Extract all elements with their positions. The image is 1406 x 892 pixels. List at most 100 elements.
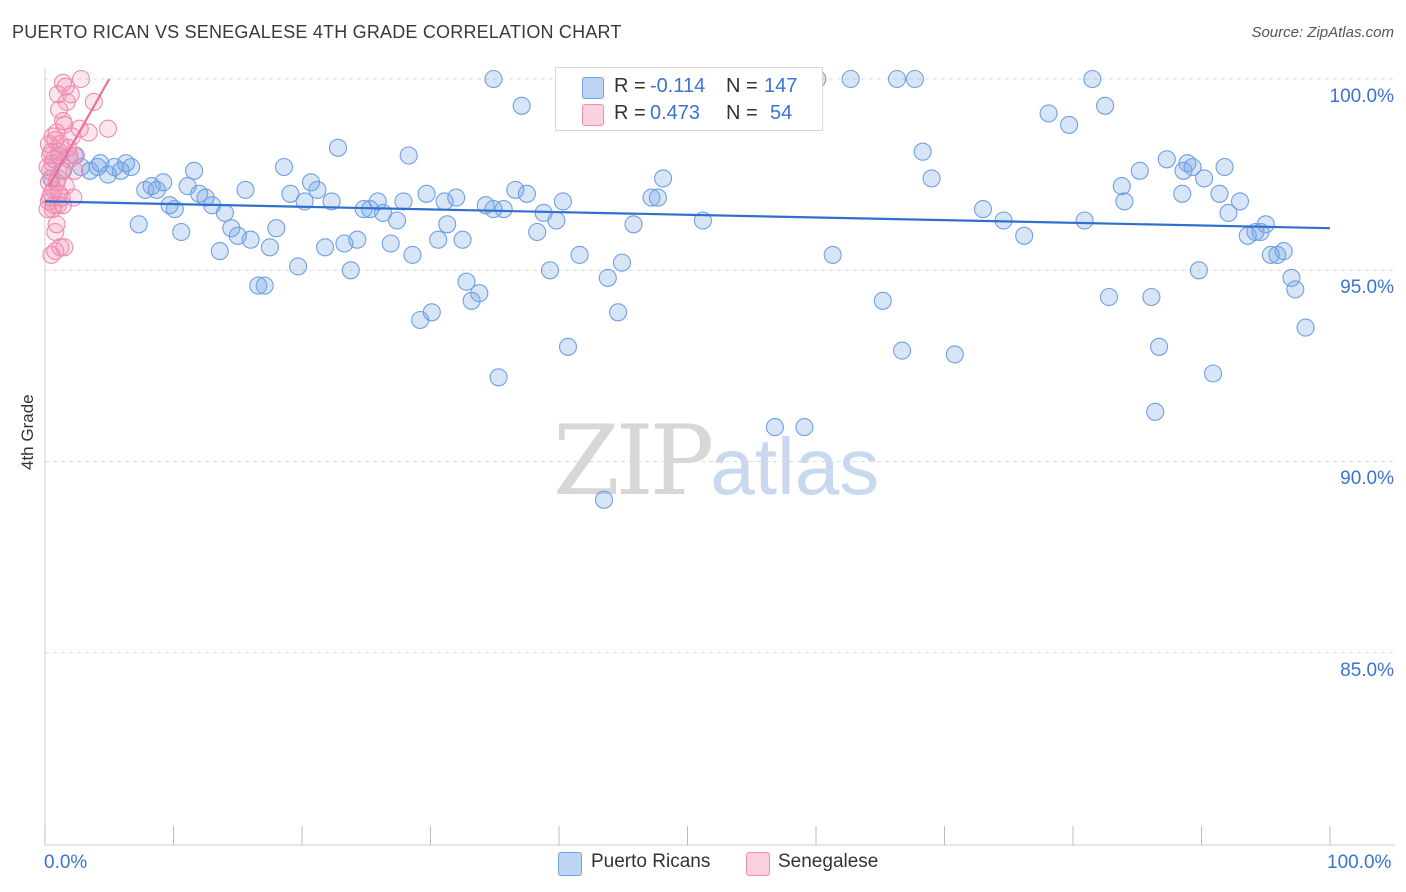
point-puerto-rican-139 <box>1274 242 1293 261</box>
point-puerto-rican-73 <box>506 180 525 199</box>
point-puerto-rican-31 <box>241 230 260 249</box>
point-puerto-rican-126 <box>1189 261 1208 280</box>
source-label: Source: ZipAtlas.com <box>1251 24 1394 41</box>
point-puerto-rican-111 <box>1075 211 1094 230</box>
r-value: 0.473 <box>650 102 701 124</box>
trend-lines <box>44 78 1331 230</box>
point-puerto-rican-30 <box>236 180 255 199</box>
point-puerto-rican-36 <box>274 157 294 177</box>
point-puerto-rican-110 <box>1060 115 1079 134</box>
point-senegalese-51 <box>47 215 66 234</box>
watermark: ZIPatlas <box>553 405 879 517</box>
point-puerto-rican-63 <box>447 188 466 207</box>
point-puerto-rican-114 <box>1099 287 1119 307</box>
point-puerto-rican-104 <box>922 169 941 188</box>
point-puerto-rican-74 <box>512 96 531 115</box>
point-puerto-rican-12 <box>122 157 141 177</box>
point-senegalese-40 <box>42 245 61 264</box>
point-puerto-rican-60 <box>429 230 448 249</box>
point-puerto-rican-67 <box>470 284 489 303</box>
point-puerto-rican-140 <box>1282 268 1301 287</box>
point-puerto-rican-101 <box>893 341 912 360</box>
point-puerto-rican-141 <box>1286 280 1305 299</box>
n-value: 54 <box>770 102 793 124</box>
point-puerto-rican-40 <box>301 173 321 192</box>
point-puerto-rican-128 <box>1204 364 1223 383</box>
y-tick-label-95: 95.0% <box>1340 277 1394 298</box>
point-senegalese-30 <box>61 85 80 104</box>
point-puerto-rican-41 <box>308 180 327 199</box>
point-puerto-rican-142 <box>1296 318 1315 337</box>
point-puerto-rican-121 <box>1157 150 1176 169</box>
point-puerto-rican-113 <box>1096 96 1115 115</box>
point-puerto-rican-99 <box>873 291 892 310</box>
r-label: R = <box>614 75 646 97</box>
point-puerto-rican-28 <box>222 219 241 238</box>
y-tick-label-90: 90.0% <box>1340 468 1394 489</box>
point-puerto-rican-32 <box>249 276 268 295</box>
point-puerto-rican-26 <box>210 242 229 261</box>
point-puerto-rican-83 <box>594 490 614 509</box>
point-senegalese-14 <box>47 123 66 142</box>
point-puerto-rican-54 <box>394 192 413 211</box>
legend-label: Puerto Ricans <box>591 851 711 872</box>
point-puerto-rican-58 <box>417 184 436 203</box>
point-puerto-rican-44 <box>328 138 348 157</box>
y-tick-label-100: 100.0% <box>1329 86 1394 107</box>
legend-label: Senegalese <box>778 851 879 872</box>
n-label: N = <box>726 102 758 124</box>
point-senegalese-46 <box>41 146 60 165</box>
point-puerto-rican-64 <box>453 230 472 249</box>
point-puerto-rican-46 <box>341 261 360 280</box>
point-puerto-rican-38 <box>289 257 308 276</box>
legend-row-puerto-ricans: R = -0.114 N = 147 <box>556 75 820 101</box>
point-puerto-rican-71 <box>489 368 508 387</box>
point-puerto-rican-24 <box>196 188 215 207</box>
point-puerto-rican-59 <box>422 303 441 322</box>
point-puerto-rican-120 <box>1150 337 1169 356</box>
y-axis-label: 4th Grade <box>18 394 37 470</box>
point-puerto-rican-17 <box>154 173 173 192</box>
point-puerto-rican-87 <box>624 215 643 234</box>
point-puerto-rican-106 <box>973 200 993 219</box>
point-puerto-rican-56 <box>403 245 422 264</box>
y-tick-label-85: 85.0% <box>1340 660 1394 681</box>
point-puerto-rican-55 <box>399 146 418 165</box>
point-puerto-rican-35 <box>267 219 286 238</box>
point-puerto-rican-53 <box>388 211 407 230</box>
point-puerto-rican-103 <box>913 142 932 161</box>
point-puerto-rican-37 <box>281 184 300 203</box>
x-tick-label-max: 100.0% <box>1327 852 1392 873</box>
point-puerto-rican-86 <box>612 253 632 272</box>
point-puerto-rican-80 <box>553 192 572 211</box>
point-puerto-rican-116 <box>1115 192 1134 211</box>
point-puerto-rican-127 <box>1195 169 1214 188</box>
trend-line-puerto-ricans <box>44 200 1331 230</box>
point-puerto-rican-72 <box>494 200 513 219</box>
point-puerto-rican-118 <box>1142 287 1161 307</box>
r-value: -0.114 <box>650 75 706 97</box>
point-puerto-rican-98 <box>841 69 860 89</box>
point-puerto-rican-33 <box>255 276 274 295</box>
point-puerto-rican-85 <box>609 303 628 322</box>
point-puerto-rican-84 <box>598 268 617 287</box>
point-senegalese-35 <box>71 69 91 89</box>
legend-swatch-pink <box>582 104 604 126</box>
point-puerto-rican-122 <box>1173 184 1192 203</box>
point-puerto-rican-42 <box>316 238 335 257</box>
point-puerto-rican-115 <box>1112 177 1131 196</box>
axes <box>44 68 1395 846</box>
point-senegalese-47 <box>44 180 64 199</box>
correlation-legend: R = -0.114 N = 147 R = 0.473 N = 54 <box>555 67 823 131</box>
point-puerto-rican-100 <box>887 69 907 89</box>
point-puerto-rican-65 <box>457 272 476 291</box>
point-puerto-rican-47 <box>348 230 367 249</box>
point-puerto-rican-93 <box>765 418 784 437</box>
trend-line-senegalese <box>47 78 111 187</box>
point-puerto-rican-43 <box>322 192 341 211</box>
point-puerto-rican-76 <box>528 222 547 242</box>
point-senegalese-48 <box>50 100 69 119</box>
point-puerto-rican-119 <box>1146 402 1165 421</box>
point-puerto-rican-52 <box>381 234 400 253</box>
